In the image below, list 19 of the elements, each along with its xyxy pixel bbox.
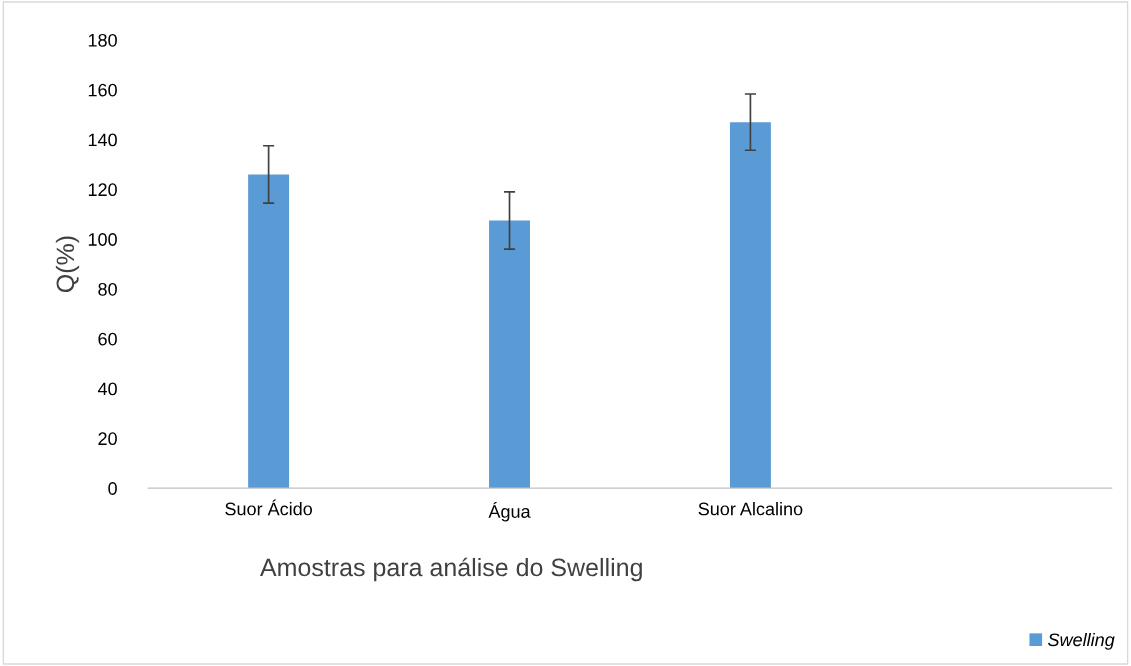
y-tick-label: 40 — [97, 382, 117, 396]
bar — [248, 174, 290, 489]
x-tick-label: Suor Alcalino — [698, 502, 803, 516]
y-tick-label: 80 — [98, 282, 117, 296]
y-tick-label: 0 — [108, 482, 117, 495]
y-tick-label: 100 — [88, 233, 117, 246]
y-tick-label: 160 — [88, 83, 117, 97]
y-tick-label: 140 — [88, 133, 117, 147]
y-axis-title: Q(%) — [55, 236, 80, 293]
y-tick-label: 60 — [98, 332, 117, 346]
x-axis-title: Amostras para análise do Swelling — [259, 557, 642, 582]
bar — [729, 122, 771, 489]
x-tick-label: Água — [488, 502, 531, 522]
y-tick-label: 20 — [98, 432, 117, 446]
y-tick-label: 120 — [88, 183, 117, 197]
legend-label: Swelling — [1048, 632, 1115, 650]
x-tick-label: Suor Ácido — [225, 499, 313, 516]
bar — [489, 220, 530, 489]
y-tick-label: 180 — [88, 33, 117, 47]
